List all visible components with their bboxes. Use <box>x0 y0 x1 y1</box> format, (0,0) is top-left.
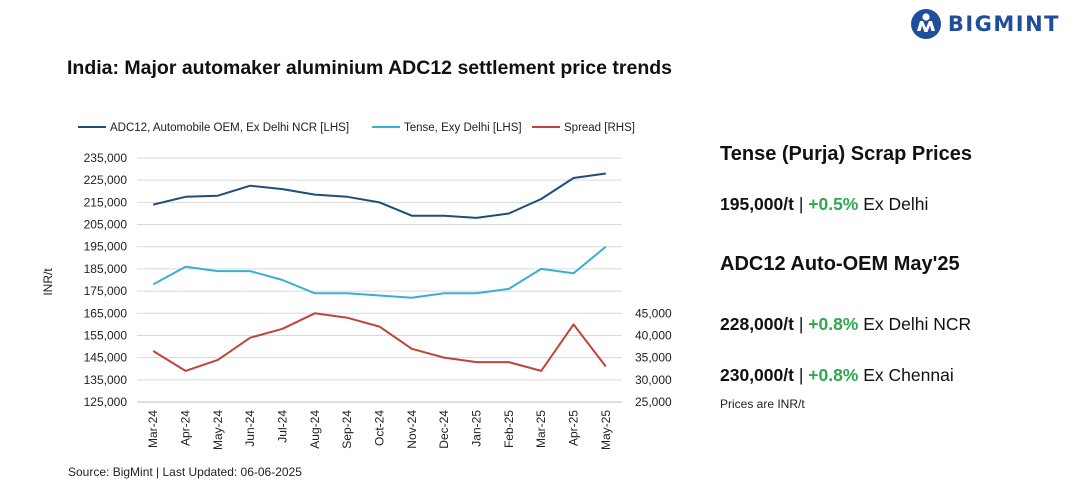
brand-logo: BIGMINT <box>910 8 1060 40</box>
series-line <box>152 245 607 299</box>
adc12-price-change: +0.8% <box>808 365 859 385</box>
y-tick-label-right: 30,000 <box>635 373 672 387</box>
tense-price-location: Ex Delhi <box>863 194 929 214</box>
y-tick-label-left: 125,000 <box>84 395 128 409</box>
y-tick-label-left: 235,000 <box>84 151 128 165</box>
separator: | <box>798 365 804 385</box>
adc12-price-value: 230,000/t <box>720 365 794 385</box>
y-tick-label-right: 40,000 <box>635 328 672 342</box>
x-tick-label: Nov-24 <box>405 410 419 449</box>
adc12-price-value: 228,000/t <box>720 314 794 334</box>
price-unit-note: Prices are INR/t <box>720 397 805 411</box>
x-tick-label: Mar-25 <box>534 410 548 448</box>
x-tick-label: Jan-25 <box>470 410 484 447</box>
x-tick-label: Apr-24 <box>179 410 193 446</box>
x-tick-label: Dec-24 <box>437 410 451 449</box>
source-note: Source: BigMint | Last Updated: 06-06-20… <box>68 465 302 479</box>
y-tick-label-left: 205,000 <box>84 218 128 232</box>
x-tick-label: Aug-24 <box>308 410 322 449</box>
x-tick-label: Apr-25 <box>567 410 581 446</box>
y-tick-label-left: 195,000 <box>84 240 128 254</box>
y-tick-label-left: 215,000 <box>84 195 128 209</box>
y-tick-label-right: 25,000 <box>635 395 672 409</box>
adc12-price-location: Ex Chennai <box>863 365 954 385</box>
y-tick-label-left: 135,000 <box>84 373 128 387</box>
tense-price-value: 195,000/t <box>720 194 794 214</box>
price-trend-chart: 125,000 135,000 145,000 155,000 165,000 175,0… <box>41 122 672 450</box>
x-tick-label: Mar-24 <box>146 410 160 448</box>
tense-price-line: 195,000/t | +0.5% Ex Delhi <box>720 194 928 215</box>
y-tick-label-left: 145,000 <box>84 351 128 365</box>
y-tick-label-left: 185,000 <box>84 262 128 276</box>
chart-title: India: Major automaker aluminium ADC12 s… <box>67 57 673 79</box>
y-tick-label-left: 165,000 <box>84 306 128 320</box>
x-tick-label: Oct-24 <box>373 410 387 446</box>
y-tick-label-left: 175,000 <box>84 284 128 298</box>
y-tick-label-left: 155,000 <box>84 328 128 342</box>
y-tick-label-left: 225,000 <box>84 173 128 187</box>
adc12-price-location: Ex Delhi NCR <box>863 314 972 334</box>
y-tick-label-right: 45,000 <box>635 306 672 320</box>
adc12-price-change: +0.8% <box>808 314 859 334</box>
separator: | <box>798 194 804 214</box>
tense-heading: Tense (Purja) Scrap Prices <box>720 143 972 165</box>
x-tick-label: Sep-24 <box>340 410 354 449</box>
separator: | <box>798 314 804 334</box>
y-axis-label: INR/t <box>41 268 55 296</box>
x-tick-label: May-24 <box>211 410 225 450</box>
x-tick-label: Jul-24 <box>276 410 290 443</box>
y-tick-label-right: 35,000 <box>635 351 672 365</box>
legend-label: Spread [RHS] <box>564 122 635 134</box>
adc12-heading: ADC12 Auto-OEM May'25 <box>720 253 960 275</box>
x-tick-label: Feb-25 <box>502 410 516 448</box>
series-line <box>152 172 606 219</box>
x-tick-label: May-25 <box>599 410 613 450</box>
brand-name: BIGMINT <box>947 12 1060 36</box>
tense-price-change: +0.5% <box>808 194 859 214</box>
legend-label: ADC12, Automobile OEM, Ex Delhi NCR [LHS… <box>110 122 349 134</box>
x-tick-label: Jun-24 <box>243 410 257 447</box>
series-line <box>152 312 607 372</box>
adc12-price-line: 230,000/t | +0.8% Ex Chennai <box>720 365 954 386</box>
bigmint-person-icon <box>910 9 941 39</box>
legend-label: Tense, Exy Delhi [LHS] <box>404 122 522 134</box>
adc12-price-line: 228,000/t | +0.8% Ex Delhi NCR <box>720 314 971 335</box>
